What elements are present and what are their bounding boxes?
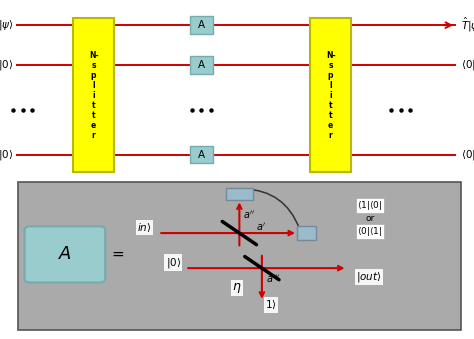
Text: $a'''$: $a'''$ (266, 273, 281, 285)
Text: $\hat{T}|\psi\rangle$: $\hat{T}|\psi\rangle$ (461, 16, 474, 34)
Text: A: A (198, 149, 205, 160)
Text: $a'$: $a'$ (256, 222, 267, 234)
Text: $|0\rangle$: $|0\rangle$ (0, 147, 13, 161)
Text: or: or (365, 214, 374, 223)
FancyBboxPatch shape (25, 226, 105, 282)
Text: A: A (198, 20, 205, 30)
Text: $|0\rangle$: $|0\rangle$ (0, 58, 13, 72)
FancyBboxPatch shape (190, 145, 213, 163)
Text: $in\rangle$: $in\rangle$ (137, 221, 152, 234)
Text: $\langle 0|$: $\langle 0|$ (461, 58, 474, 72)
Text: A: A (198, 60, 205, 70)
Text: $\langle 0|$: $\langle 0|$ (461, 147, 474, 161)
FancyBboxPatch shape (190, 56, 213, 74)
Text: $\langle 1|\langle 0|$: $\langle 1|\langle 0|$ (357, 199, 383, 212)
FancyBboxPatch shape (310, 18, 351, 173)
Text: $|out\rangle$: $|out\rangle$ (356, 270, 382, 284)
Text: N-
s
p
l
i
t
t
e
r: N- s p l i t t e r (326, 51, 336, 140)
FancyBboxPatch shape (18, 182, 461, 330)
Text: $\eta$: $\eta$ (232, 281, 242, 295)
Text: $a''$: $a''$ (243, 210, 255, 221)
FancyBboxPatch shape (297, 226, 316, 240)
FancyBboxPatch shape (73, 18, 114, 173)
Text: $1\rangle$: $1\rangle$ (265, 298, 277, 311)
Text: =: = (111, 247, 124, 262)
FancyBboxPatch shape (226, 188, 253, 200)
Text: N-
s
p
l
i
t
t
e
r: N- s p l i t t e r (89, 51, 99, 140)
Text: $|\psi\rangle$: $|\psi\rangle$ (0, 18, 13, 32)
Text: A: A (59, 245, 71, 263)
Text: $|0\rangle$: $|0\rangle$ (165, 256, 181, 270)
Text: $\langle 0|\langle 1|$: $\langle 0|\langle 1|$ (357, 225, 383, 238)
FancyBboxPatch shape (190, 16, 213, 34)
